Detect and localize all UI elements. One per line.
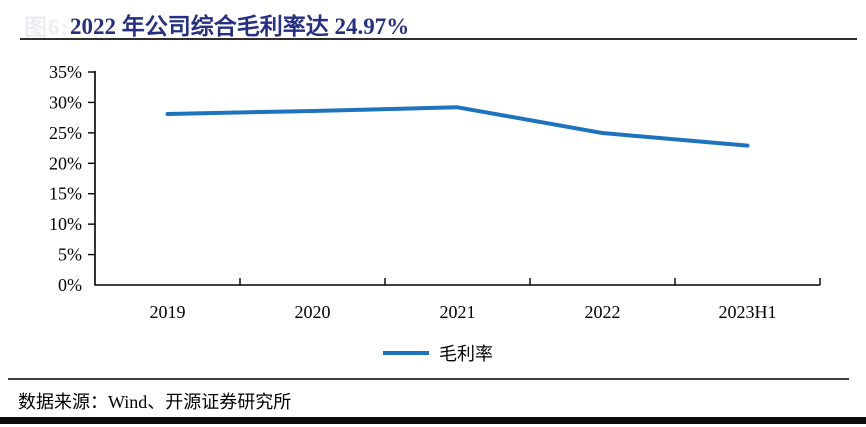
legend-line-swatch (383, 351, 429, 355)
x-axis-label: 2021 (440, 302, 476, 322)
y-axis-label: 5% (58, 245, 82, 265)
x-axis-label: 2022 (585, 302, 621, 322)
chart-legend: 毛利率 (383, 340, 493, 366)
chart-title: 2022 年公司综合毛利率达 24.97% (70, 14, 410, 39)
legend-series-label: 毛利率 (439, 344, 493, 364)
y-axis-label: 15% (49, 184, 82, 204)
footer-rule (8, 378, 849, 380)
x-axis-label: 2023H1 (719, 302, 777, 322)
x-axis-label: 2019 (150, 302, 186, 322)
y-axis-label: 10% (49, 214, 82, 234)
figure-number-label: 图6: (24, 15, 70, 40)
x-axis-label: 2020 (295, 302, 331, 322)
y-axis-label: 35% (49, 62, 82, 82)
series-line-毛利率 (165, 105, 750, 148)
y-axis-label: 0% (58, 275, 82, 295)
y-axis-label: 20% (49, 153, 82, 173)
page-bottom-bar (0, 417, 866, 424)
axis-lines (94, 71, 820, 286)
y-axis-label: 30% (49, 92, 82, 112)
title-rule (20, 38, 857, 40)
data-source-note: 数据来源：Wind、开源证券研究所 (18, 392, 292, 412)
y-axis-label: 25% (49, 123, 82, 143)
